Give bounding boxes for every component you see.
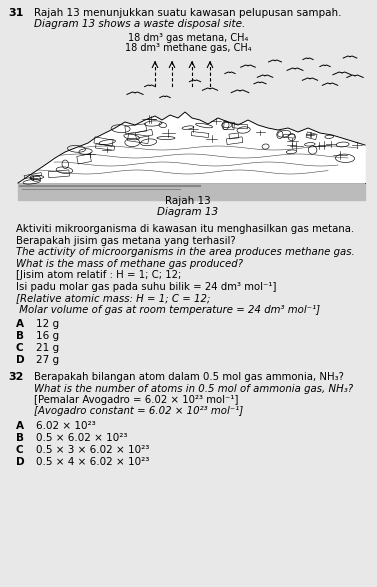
Text: 6.02 × 10²³: 6.02 × 10²³ (36, 421, 96, 431)
Text: 0.5 × 3 × 6.02 × 10²³: 0.5 × 3 × 6.02 × 10²³ (36, 445, 149, 455)
Text: 16 g: 16 g (36, 331, 59, 341)
Text: Diagram 13: Diagram 13 (158, 207, 219, 217)
Text: Rajah 13: Rajah 13 (165, 196, 211, 206)
Text: C: C (16, 343, 24, 353)
Text: Aktiviti mikroorganisma di kawasan itu menghasilkan gas metana.: Aktiviti mikroorganisma di kawasan itu m… (16, 224, 354, 234)
Text: [Relative atomic mass: H = 1; C = 12;: [Relative atomic mass: H = 1; C = 12; (16, 293, 210, 303)
Bar (284, 134, 294, 138)
Bar (24, 173, 41, 178)
Text: 27 g: 27 g (36, 355, 59, 365)
Bar (232, 124, 248, 129)
Text: D: D (16, 457, 25, 467)
Bar (95, 144, 115, 150)
Text: Isi padu molar gas pada suhu bilik = 24 dm³ mol⁻¹]: Isi padu molar gas pada suhu bilik = 24 … (16, 282, 276, 292)
Text: 31: 31 (8, 8, 23, 18)
Bar (125, 124, 147, 134)
Text: C: C (16, 445, 24, 455)
Text: A: A (16, 319, 24, 329)
Bar (227, 137, 243, 144)
Text: Molar volume of gas at room temperature = 24 dm³ mol⁻¹]: Molar volume of gas at room temperature … (16, 305, 320, 315)
Text: Berapakah bilangan atom dalam 0.5 mol gas ammonia, NH₃?: Berapakah bilangan atom dalam 0.5 mol ga… (34, 372, 344, 382)
Text: Rajah 13 menunjukkan suatu kawasan pelupusan sampah.: Rajah 13 menunjukkan suatu kawasan pelup… (34, 8, 342, 18)
Text: Berapakah jisim gas metana yang terhasil?: Berapakah jisim gas metana yang terhasil… (16, 235, 236, 245)
Text: 32: 32 (8, 372, 23, 382)
Text: Diagram 13 shows a waste disposal site.: Diagram 13 shows a waste disposal site. (34, 19, 245, 29)
Text: 0.5 × 6.02 × 10²³: 0.5 × 6.02 × 10²³ (36, 433, 127, 443)
Bar (127, 133, 149, 144)
Text: What is the mass of methane gas produced?: What is the mass of methane gas produced… (16, 258, 243, 268)
Text: 18 dm³ gas metana, CH₄: 18 dm³ gas metana, CH₄ (128, 33, 248, 43)
Bar (94, 137, 113, 146)
Text: 18 dm³ methane gas, CH₄: 18 dm³ methane gas, CH₄ (125, 43, 251, 53)
Text: 0.5 × 4 × 6.02 × 10²³: 0.5 × 4 × 6.02 × 10²³ (36, 457, 149, 467)
Text: [Pemalar Avogadro = 6.02 × 10²³ mol⁻¹]: [Pemalar Avogadro = 6.02 × 10²³ mol⁻¹] (34, 395, 239, 405)
Text: B: B (16, 433, 24, 443)
Bar (77, 154, 91, 164)
Text: What is the number of atoms in 0.5 mol of ammonia gas, NH₃?: What is the number of atoms in 0.5 mol o… (34, 383, 353, 393)
Text: 21 g: 21 g (36, 343, 59, 353)
Text: D: D (16, 355, 25, 365)
Text: A: A (16, 421, 24, 431)
Text: B: B (16, 331, 24, 341)
Bar (192, 131, 209, 137)
Bar (135, 129, 153, 139)
Polygon shape (18, 112, 365, 183)
Text: [Avogadro constant = 6.02 × 10²³ mol⁻¹]: [Avogadro constant = 6.02 × 10²³ mol⁻¹] (34, 407, 243, 417)
Bar (48, 170, 69, 178)
Text: [Jisim atom relatif : H = 1; C; 12;: [Jisim atom relatif : H = 1; C; 12; (16, 270, 181, 280)
Text: 12 g: 12 g (36, 319, 59, 329)
Text: The activity of microorganisms in the area produces methane gas.: The activity of microorganisms in the ar… (16, 247, 355, 257)
Bar (224, 122, 234, 130)
Bar (229, 133, 239, 139)
Bar (306, 132, 317, 140)
